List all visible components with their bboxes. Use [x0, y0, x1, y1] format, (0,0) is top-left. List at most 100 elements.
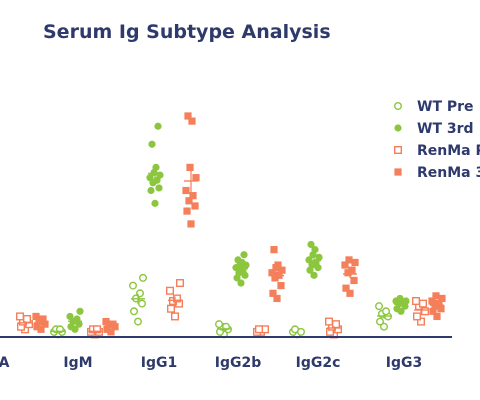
data-point: [151, 199, 159, 207]
data-point: [311, 246, 319, 254]
data-point: [152, 163, 160, 171]
data-point: [39, 315, 47, 323]
legend-marker: [394, 101, 403, 110]
data-point: [172, 294, 181, 303]
data-point: [342, 284, 350, 292]
data-point: [37, 325, 45, 333]
data-point: [146, 174, 154, 182]
data-point: [435, 299, 443, 308]
data-point: [92, 325, 101, 334]
data-point: [32, 312, 40, 321]
data-point: [165, 286, 174, 295]
data-point: [428, 297, 436, 305]
data-point: [138, 273, 147, 282]
x-tick-label: IgG3: [386, 355, 422, 371]
data-point: [155, 184, 163, 192]
data-point: [188, 117, 196, 125]
data-point: [348, 266, 356, 274]
data-point: [438, 294, 446, 303]
data-point: [186, 163, 194, 171]
data-point: [183, 207, 191, 215]
x-tick-label: IgM: [63, 355, 92, 371]
data-point: [382, 307, 391, 316]
data-point: [412, 297, 421, 306]
data-point: [380, 322, 389, 331]
data-point: [185, 197, 193, 205]
data-point: [271, 274, 279, 282]
data-point: [268, 269, 276, 277]
chart-title: Serum Ig Subtype Analysis: [43, 21, 331, 43]
data-point: [147, 186, 155, 195]
x-axis-tick-labels: A IgM IgG1 IgG2b IgG2c IgG3: [0, 355, 422, 371]
data-point: [33, 323, 41, 331]
x-tick-label: IgG2c: [296, 355, 341, 371]
data-point: [325, 317, 334, 326]
data-point: [192, 174, 200, 182]
data-point: [274, 261, 282, 269]
series-wt-3rd: [66, 122, 410, 333]
data-point: [310, 271, 318, 279]
data-point: [109, 320, 117, 328]
data-point: [433, 312, 441, 321]
data-point: [341, 261, 349, 269]
data-point: [350, 276, 358, 285]
data-point: [273, 294, 281, 303]
data-point: [346, 289, 354, 297]
series-renma-3rd: [32, 112, 446, 336]
data-point: [240, 251, 248, 259]
data-point: [237, 279, 245, 287]
data-point: [351, 258, 359, 267]
series-renma-pre: [16, 279, 430, 339]
data-point: [187, 220, 195, 228]
data-point: [413, 312, 422, 321]
data-point: [375, 302, 384, 311]
data-point: [437, 305, 445, 313]
data-point: [291, 325, 300, 334]
data-point: [66, 312, 74, 321]
data-point: [345, 256, 353, 264]
data-point: [344, 269, 352, 277]
data-point: [270, 246, 278, 254]
x-tick-label: A: [0, 355, 10, 371]
data-point: [133, 317, 142, 326]
data-point: [41, 320, 49, 328]
data-point: [214, 320, 223, 329]
data-point: [137, 299, 146, 308]
legend-marker: [394, 124, 402, 132]
data-point: [305, 256, 313, 264]
legend-item: RenMa Pre: [394, 143, 480, 159]
legend-item: WT 3rd: [394, 121, 474, 137]
data-point: [16, 312, 25, 321]
data-point: [166, 304, 175, 313]
data-point: [432, 292, 440, 300]
data-point: [35, 317, 43, 326]
legend-item: WT Pre: [394, 99, 474, 115]
data-point: [254, 325, 263, 334]
legend-label: RenMa Pre: [417, 143, 480, 159]
data-point: [148, 140, 156, 148]
data-point: [191, 202, 199, 210]
data-point: [184, 112, 192, 120]
data-point: [431, 302, 439, 310]
data-point: [175, 279, 184, 288]
data-point: [102, 317, 110, 326]
legend-marker: [394, 168, 402, 176]
data-point: [419, 299, 428, 308]
data-point: [76, 307, 84, 315]
data-point: [269, 289, 277, 297]
data-point: [129, 307, 138, 316]
plot-area: [16, 112, 446, 339]
data-point: [429, 307, 437, 315]
data-point: [278, 266, 286, 274]
legend-label: RenMa 3rd: [417, 165, 480, 181]
data-point: [402, 297, 410, 305]
data-point: [182, 186, 190, 195]
data-point: [189, 192, 197, 200]
x-tick-label: IgG1: [141, 355, 177, 371]
legend: WT Pre WT 3rd RenMa Pre RenMa 3rd: [394, 99, 480, 181]
data-point: [103, 325, 111, 333]
data-point: [170, 312, 179, 321]
data-point: [376, 317, 385, 326]
